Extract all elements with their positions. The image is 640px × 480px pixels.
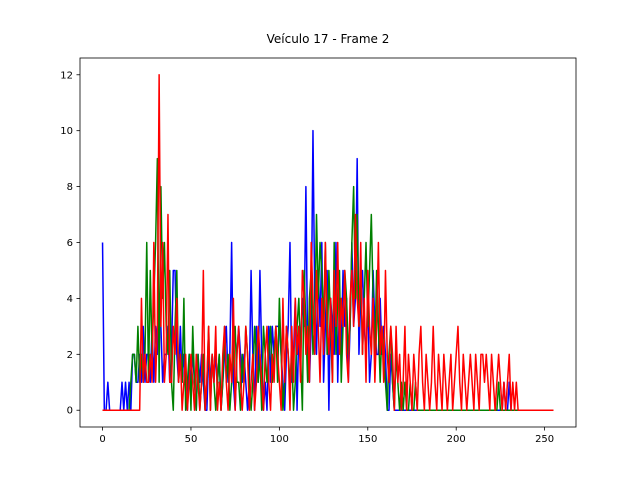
x-tick-label: 250 xyxy=(535,434,554,445)
y-tick-label: 12 xyxy=(60,70,73,81)
series-line xyxy=(102,74,554,411)
y-tick-label: 4 xyxy=(67,294,73,305)
y-tick-label: 6 xyxy=(67,238,73,249)
x-tick-label: 50 xyxy=(185,434,198,445)
x-tick-label: 200 xyxy=(447,434,466,445)
chart-title: Veículo 17 - Frame 2 xyxy=(267,32,390,46)
x-tick-label: 100 xyxy=(270,434,289,445)
plot-frame xyxy=(79,57,577,428)
y-tick-label: 8 xyxy=(67,182,73,193)
y-tick-label: 0 xyxy=(67,406,73,417)
x-tick-label: 0 xyxy=(99,434,105,445)
y-tick-label: 10 xyxy=(60,126,73,137)
y-tick-label: 2 xyxy=(67,350,73,361)
x-tick-label: 150 xyxy=(358,434,377,445)
